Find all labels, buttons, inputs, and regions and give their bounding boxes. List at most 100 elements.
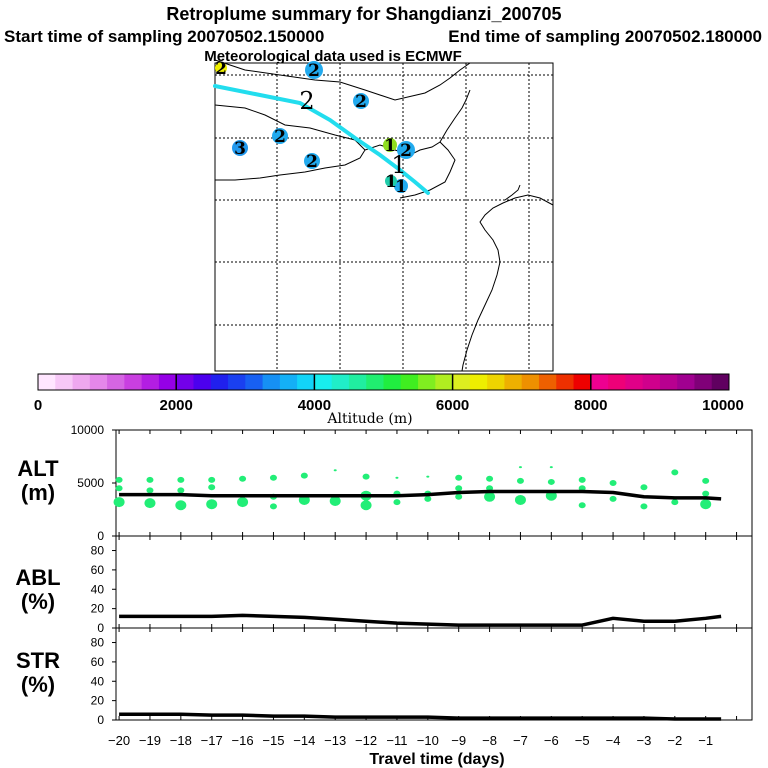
- colorbar-tick-label: 2000: [160, 397, 193, 414]
- altitude-point: [549, 466, 553, 469]
- colorbar-swatch: [538, 374, 557, 390]
- altitude-point: [300, 472, 308, 479]
- colorbar-swatch: [297, 374, 315, 390]
- colorbar-swatch: [107, 374, 125, 390]
- altitude-point: [115, 485, 123, 492]
- altitude-point: [578, 502, 586, 509]
- colorbar-swatch: [642, 374, 661, 390]
- altitude-point: [269, 474, 277, 481]
- colorbar-swatch: [366, 374, 384, 390]
- altitude-point: [671, 499, 679, 506]
- colorbar-swatch: [279, 374, 298, 390]
- colorbar-swatch: [694, 374, 713, 390]
- colorbar-swatch: [418, 374, 436, 390]
- plume-marker: [272, 128, 288, 144]
- altitude-point: [208, 476, 216, 483]
- altitude-point: [455, 485, 463, 492]
- x-tick-label: −13: [324, 733, 346, 748]
- plume-line: [213, 84, 430, 195]
- colorbar-swatch: [176, 374, 194, 390]
- altitude-point: [578, 476, 586, 483]
- plume-marker: [385, 175, 397, 187]
- plume-day-label: 2: [400, 141, 412, 161]
- colorbar-swatch: [314, 374, 333, 390]
- colorbar-swatch: [210, 374, 229, 390]
- plume-marker: [305, 61, 323, 79]
- altitude-point: [518, 466, 522, 469]
- y-tick-label: 40: [91, 674, 105, 688]
- y-tick-label: 10000: [71, 423, 105, 437]
- x-tick-label: −8: [482, 733, 497, 748]
- altitude-point: [640, 484, 648, 491]
- x-tick-label: −17: [201, 733, 223, 748]
- x-tick-label: −11: [386, 733, 407, 748]
- altitude-point: [609, 495, 617, 502]
- colorbar-swatch: [608, 374, 626, 390]
- altitude-point: [671, 469, 679, 476]
- altitude-point: [393, 499, 401, 506]
- altitude-point: [208, 484, 216, 491]
- x-tick-label: −19: [139, 733, 161, 748]
- altitude-point: [514, 494, 526, 505]
- met-data: Meteorological data used is ECMWF: [204, 48, 462, 65]
- colorbar-swatch: [89, 374, 108, 390]
- altitude-point: [206, 499, 218, 510]
- altitude-point: [700, 499, 712, 510]
- y-tick-label: 0: [97, 713, 104, 727]
- altitude-point: [360, 500, 372, 511]
- y-tick-label: 20: [91, 694, 105, 708]
- y-tick-label: 20: [91, 602, 105, 616]
- altitude-point: [333, 469, 337, 472]
- panel-alt: 10000 5000 0: [71, 423, 753, 543]
- plume-day-label: 2: [355, 92, 367, 112]
- colorbar-swatch: [590, 374, 609, 390]
- plume-day-label: 1: [384, 136, 396, 156]
- altitude-point: [175, 500, 187, 511]
- colorbar-tick-label: 8000: [574, 397, 607, 414]
- colorbar-tick-label: 4000: [298, 397, 331, 414]
- colorbar-swatch: [452, 374, 471, 390]
- colorbar-frame: [37, 373, 730, 391]
- altitude-point: [177, 487, 185, 494]
- colorbar-label: Altitude (m): [326, 411, 412, 427]
- plume-marker: [232, 140, 248, 156]
- colorbar-swatch: [677, 374, 695, 390]
- plume-marker: [397, 141, 415, 159]
- str-label: STR: [16, 648, 60, 673]
- colorbar-tick-label: 6000: [436, 397, 469, 414]
- colorbar-swatch: [55, 374, 74, 390]
- colorbar-swatch: [124, 374, 143, 390]
- plume-marker: [383, 138, 397, 152]
- altitude-point: [113, 497, 125, 508]
- altitude-point: [484, 491, 496, 502]
- altitude-point: [115, 476, 123, 483]
- panel-str: 80 60 40 20 0: [91, 627, 753, 727]
- altitude-point: [426, 475, 430, 478]
- y-tick-label: 60: [91, 563, 105, 577]
- altitude-point: [455, 474, 463, 481]
- colorbar-swatch: [625, 374, 644, 390]
- alt-unit: (m): [21, 480, 55, 505]
- abl-unit: (%): [21, 589, 55, 614]
- x-tick-label: −20: [108, 733, 130, 748]
- x-tick-label: −7: [513, 733, 528, 748]
- y-tick-label: 60: [91, 655, 105, 669]
- colorbar-swatch: [556, 374, 575, 390]
- x-tick-label: −4: [606, 733, 621, 748]
- x-tick-label: −18: [170, 733, 192, 748]
- colorbar-tick-label: 10000: [702, 397, 744, 414]
- x-tick-label: −2: [667, 733, 682, 748]
- colorbar-swatch: [504, 374, 523, 390]
- x-tick-label: −3: [637, 733, 652, 748]
- altitude-point: [146, 476, 154, 483]
- colorbar: 0 2000 4000 6000 8000 10000: [34, 373, 744, 414]
- colorbar-swatch: [331, 374, 350, 390]
- altitude-point: [486, 475, 494, 482]
- plume-day-label: 2: [306, 152, 318, 172]
- colorbar-swatch: [245, 374, 264, 390]
- plume-day-label: 3: [234, 139, 246, 159]
- colorbar-swatch: [228, 374, 246, 390]
